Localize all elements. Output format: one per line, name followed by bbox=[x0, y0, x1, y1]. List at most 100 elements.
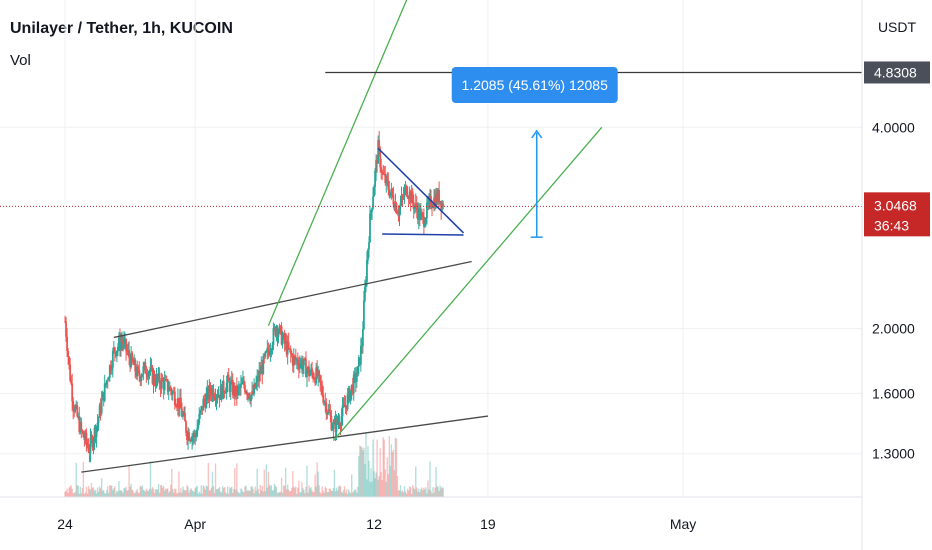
volume-bar bbox=[364, 463, 366, 497]
candle-body bbox=[314, 378, 317, 384]
candle-body bbox=[136, 366, 139, 377]
candle bbox=[69, 357, 72, 383]
candle bbox=[386, 172, 389, 187]
candle bbox=[102, 392, 105, 407]
candle bbox=[406, 186, 409, 200]
candle-body bbox=[175, 406, 178, 408]
volume-bar bbox=[330, 490, 333, 497]
candle-body bbox=[90, 437, 93, 439]
candle-body bbox=[340, 416, 343, 427]
volume-bar bbox=[310, 487, 312, 497]
candle-body bbox=[246, 392, 248, 395]
candle bbox=[112, 341, 115, 354]
volume-bar bbox=[228, 493, 230, 497]
candle bbox=[109, 360, 112, 375]
candle bbox=[390, 182, 393, 200]
volume-bar bbox=[292, 471, 294, 497]
candle bbox=[259, 362, 262, 382]
volume-bar bbox=[221, 486, 224, 497]
candle bbox=[67, 348, 70, 365]
candle bbox=[225, 375, 228, 400]
candle bbox=[409, 189, 412, 212]
candle bbox=[113, 346, 116, 362]
volume-bar bbox=[235, 489, 237, 497]
volume-bar bbox=[349, 493, 352, 497]
candle bbox=[384, 166, 387, 186]
candle bbox=[232, 382, 235, 400]
candle bbox=[306, 367, 308, 388]
grid-lines bbox=[0, 0, 862, 497]
candle-body bbox=[159, 384, 162, 389]
candle bbox=[166, 379, 169, 396]
candle-body bbox=[174, 404, 177, 407]
candle bbox=[111, 347, 114, 378]
volume-bar bbox=[141, 485, 144, 497]
volume-bar bbox=[258, 493, 260, 497]
candle bbox=[145, 365, 148, 383]
candle-body bbox=[212, 388, 215, 398]
volume-bar bbox=[150, 489, 153, 497]
candle-body bbox=[195, 436, 198, 438]
candle bbox=[132, 357, 135, 366]
candle bbox=[308, 360, 310, 382]
candle-body bbox=[127, 350, 129, 352]
candle-body bbox=[382, 172, 385, 174]
candle bbox=[175, 403, 178, 412]
candle bbox=[356, 366, 359, 377]
volume-bar bbox=[169, 491, 171, 497]
candle-body bbox=[192, 436, 195, 438]
candle-body bbox=[424, 223, 426, 227]
candle-body bbox=[202, 398, 205, 411]
candle bbox=[214, 388, 217, 407]
volume-bar bbox=[387, 474, 390, 497]
candle-body bbox=[328, 409, 331, 413]
candle-body bbox=[284, 340, 287, 344]
candle-body bbox=[266, 347, 269, 352]
candle-body bbox=[291, 355, 294, 366]
candle-body bbox=[311, 368, 313, 373]
candle bbox=[68, 355, 71, 370]
volume-bar bbox=[422, 490, 424, 497]
volume-bar bbox=[191, 489, 193, 497]
candle bbox=[345, 405, 348, 416]
candle-body bbox=[359, 345, 362, 365]
candle bbox=[179, 389, 181, 417]
candle-body bbox=[401, 196, 404, 198]
candle-body bbox=[135, 371, 138, 377]
candle bbox=[74, 403, 77, 414]
volume-bar bbox=[184, 490, 186, 497]
candle-body bbox=[201, 406, 204, 411]
candle bbox=[157, 366, 160, 383]
volume-bar bbox=[72, 493, 74, 497]
candle-body bbox=[412, 201, 415, 210]
candle bbox=[170, 387, 173, 401]
volume-bar bbox=[94, 489, 97, 497]
candle-body bbox=[288, 348, 291, 350]
candle-body bbox=[308, 366, 310, 377]
candle bbox=[312, 370, 314, 383]
candle bbox=[101, 390, 104, 401]
volume-indicator-label[interactable]: Vol bbox=[10, 52, 31, 69]
candle bbox=[291, 352, 294, 373]
volume-bar bbox=[168, 492, 170, 497]
current-price-label: 3.0468 bbox=[874, 197, 917, 213]
candle bbox=[400, 186, 403, 206]
candle-body bbox=[149, 366, 152, 372]
candle bbox=[238, 383, 241, 397]
volume-bar bbox=[92, 487, 95, 497]
candle-body bbox=[205, 394, 208, 408]
candle bbox=[277, 328, 280, 344]
candle bbox=[65, 317, 67, 342]
candle bbox=[392, 186, 395, 208]
volume-bar bbox=[220, 492, 223, 497]
candle bbox=[411, 187, 414, 208]
volume-bar bbox=[317, 471, 319, 497]
volume-bar bbox=[388, 435, 391, 497]
candle bbox=[208, 379, 211, 409]
volume-bar bbox=[251, 486, 253, 497]
measure-label-text: 1.2085 (45.61%) 12085 bbox=[462, 77, 609, 93]
volume-bar bbox=[199, 493, 201, 497]
volume-bar bbox=[399, 485, 402, 497]
volume-bar bbox=[347, 489, 350, 497]
